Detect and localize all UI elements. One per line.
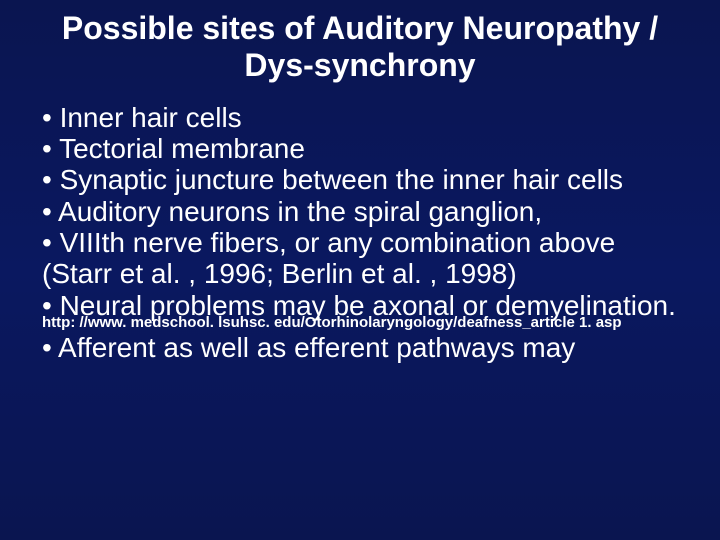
bullet-item: • Afferent as well as efferent pathways … xyxy=(42,332,682,363)
bullet-item: • Tectorial membrane xyxy=(42,133,682,164)
bullet-item: • Inner hair cells xyxy=(42,102,682,133)
bullet-item: • Synaptic juncture between the inner ha… xyxy=(42,164,682,195)
slide-body: • Inner hair cells • Tectorial membrane … xyxy=(0,84,720,364)
source-url: http: //www. medschool. lsuhsc. edu/Otor… xyxy=(0,315,682,332)
bullet-item: • VIIIth nerve fibers, or any combinatio… xyxy=(42,227,682,290)
bullet-item: • Auditory neurons in the spiral ganglio… xyxy=(42,196,682,227)
slide-title: Possible sites of Auditory Neuropathy / … xyxy=(0,0,720,84)
